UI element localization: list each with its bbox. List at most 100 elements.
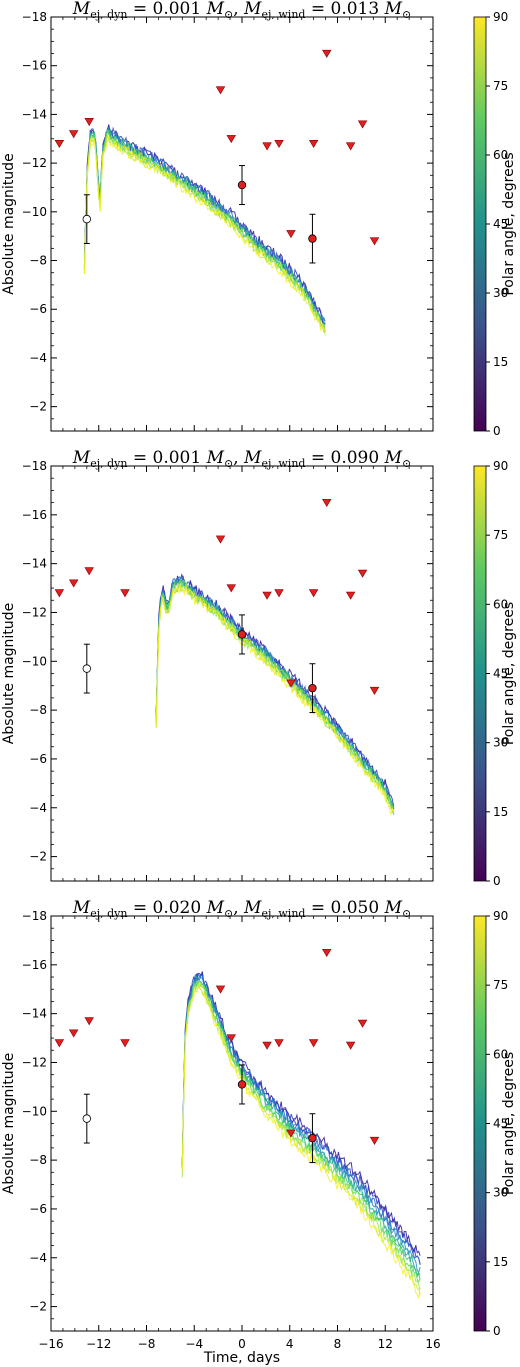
model-curve xyxy=(83,126,326,327)
colorbar-tick-label: 45 xyxy=(493,667,508,681)
model-curve xyxy=(155,576,395,815)
model-curve xyxy=(181,980,421,1296)
detection-point xyxy=(237,630,247,639)
y-tick-label: −6 xyxy=(29,752,47,766)
y-tick-label: −14 xyxy=(22,107,47,121)
upper-limit-marker xyxy=(54,1039,65,1048)
colorbar-tick-label: 75 xyxy=(493,978,508,992)
y-axis-label: Absolute magnitude xyxy=(1,153,17,294)
upper-limit-marker xyxy=(322,49,332,58)
colorbar-gradient xyxy=(473,465,487,882)
upper-limit-marker xyxy=(308,589,319,598)
model-curve xyxy=(155,580,395,814)
upper-limit-marker xyxy=(84,567,94,576)
upper-limit-marker xyxy=(226,135,236,144)
model-curve xyxy=(83,129,326,330)
upper-limit-marker xyxy=(357,120,368,129)
upper-limit-marker xyxy=(369,237,380,246)
model-curve xyxy=(155,580,394,813)
colorbar-tick-label: 60 xyxy=(493,1047,508,1061)
model-curve xyxy=(155,578,395,814)
y-tick-label: −14 xyxy=(22,1007,47,1021)
y-tick-label: −6 xyxy=(29,1202,47,1216)
colorbar-tick-label: 75 xyxy=(493,528,508,542)
x-tick-label: −12 xyxy=(86,1337,111,1351)
panel-title: Mej, dyn = 0.020 M⊙, Mej, wind = 0.050 M… xyxy=(72,898,411,920)
panel-2: Mej, dyn = 0.001 M⊙, Mej, wind = 0.090 M… xyxy=(1,448,517,888)
axes-frame xyxy=(50,915,434,1332)
upper-limit-marker xyxy=(215,985,226,994)
upper-limit-marker xyxy=(274,1039,284,1048)
upper-limit-marker xyxy=(262,1041,272,1050)
upper-limit-marker xyxy=(68,579,79,588)
upper-limit-marker xyxy=(68,130,79,139)
colorbar-tick-label: 60 xyxy=(493,597,508,611)
upper-limit-marker xyxy=(308,1039,319,1048)
upper-limit-marker xyxy=(226,584,236,593)
model-curve xyxy=(155,582,395,815)
axes-frame xyxy=(50,465,434,882)
upper-limit-marker xyxy=(345,142,356,151)
upper-limit-marker xyxy=(345,1041,356,1050)
x-tick-label: 12 xyxy=(378,1337,393,1351)
detection-point xyxy=(237,1080,247,1089)
colorbar-tick-label: 0 xyxy=(493,424,501,438)
model-curve xyxy=(83,124,326,325)
model-curve xyxy=(155,573,395,808)
colorbar-tick-label: 30 xyxy=(493,286,508,300)
x-tick-label: 0 xyxy=(238,1337,246,1351)
y-axis-label: Absolute magnitude xyxy=(1,603,17,744)
y-tick-label: −10 xyxy=(22,654,47,668)
x-tick-label: −4 xyxy=(185,1337,203,1351)
model-curve xyxy=(83,126,326,323)
y-tick-label: −16 xyxy=(22,958,47,972)
y-tick-label: −14 xyxy=(22,557,47,571)
panel-title: Mej, dyn = 0.001 M⊙, Mej, wind = 0.090 M… xyxy=(72,448,411,470)
upper-limit-marker xyxy=(84,1017,94,1026)
upper-limit-marker xyxy=(369,1136,380,1145)
y-tick-label: −18 xyxy=(22,10,47,24)
x-axis-label: Time, days xyxy=(203,1350,280,1366)
y-tick-label: −16 xyxy=(22,59,47,73)
upper-limit-marker xyxy=(286,1129,296,1138)
colorbar-tick-label: 30 xyxy=(493,1186,508,1200)
colorbar-gradient xyxy=(473,16,487,432)
detection-point xyxy=(308,1133,317,1143)
upper-limit-marker xyxy=(226,1034,236,1043)
colorbar: 0 15 30 45 60 75 90 Polar angle, degrees xyxy=(473,459,517,888)
colorbar-tick-label: 45 xyxy=(493,217,508,231)
upper-limit-marker xyxy=(68,1029,79,1038)
y-tick-label: −12 xyxy=(22,156,47,170)
upper-limit-marker xyxy=(322,948,332,957)
y-tick-label: −2 xyxy=(29,1300,47,1314)
model-curve xyxy=(83,132,326,336)
upper-limit-marker xyxy=(120,589,130,598)
colorbar-gradient xyxy=(473,915,487,1332)
y-tick-label: −8 xyxy=(29,703,47,717)
y-tick-label: −4 xyxy=(29,1251,47,1265)
x-tick-label: 16 xyxy=(425,1337,440,1351)
model-curve xyxy=(155,576,395,807)
axes-frame xyxy=(50,16,434,432)
y-tick-label: −6 xyxy=(29,302,47,316)
panel-3: Mej, dyn = 0.020 M⊙, Mej, wind = 0.050 M… xyxy=(1,898,517,1366)
upper-limit-marker xyxy=(84,118,94,127)
colorbar-tick-label: 15 xyxy=(493,1255,508,1269)
upper-limit-marker xyxy=(369,686,380,695)
y-axis-label: Absolute magnitude xyxy=(1,1053,17,1194)
y-tick-label: −10 xyxy=(22,1104,47,1118)
y-tick-label: −4 xyxy=(29,351,47,365)
upper-limit-marker xyxy=(357,569,368,578)
colorbar-tick-label: 90 xyxy=(493,459,508,473)
x-tick-label: −16 xyxy=(38,1337,63,1351)
colorbar-tick-label: 0 xyxy=(493,1324,501,1338)
detection-point xyxy=(237,180,247,190)
y-tick-label: −2 xyxy=(29,400,47,414)
y-tick-label: −10 xyxy=(22,205,47,219)
y-tick-label: −12 xyxy=(22,605,47,619)
y-tick-label: −8 xyxy=(29,254,47,268)
y-tick-label: −8 xyxy=(29,1153,47,1167)
colorbar-tick-label: 90 xyxy=(493,909,508,923)
model-curve xyxy=(181,973,421,1266)
